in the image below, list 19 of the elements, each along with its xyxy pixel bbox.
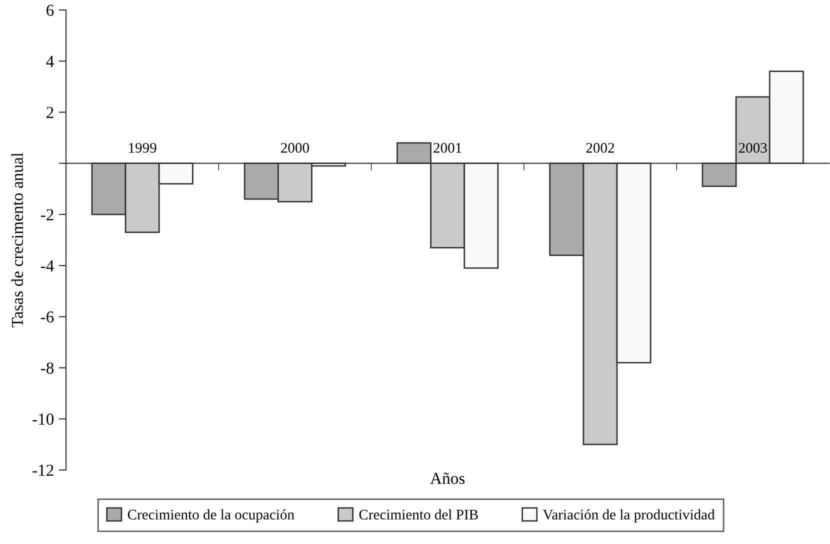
x-tick-label: 2002	[586, 142, 614, 153]
x-tick-label: 1999	[129, 142, 156, 153]
legend-label: Crecimiento de la ocupación	[128, 509, 294, 523]
y-tick-label: -4	[40, 260, 54, 272]
x-tick-label: 2000	[281, 142, 309, 153]
y-tick-label: -10	[32, 414, 54, 425]
y-axis-title: Tasas de crecimento anual	[11, 152, 24, 328]
x-axis-title: Años	[430, 472, 465, 484]
x-tick-label: 2001	[434, 142, 462, 153]
legend-label: Variación de la productividad	[542, 509, 715, 523]
y-tick-label: 2	[46, 106, 54, 118]
y-tick-label: 4	[46, 56, 54, 67]
y-tick-label: 6	[46, 4, 54, 16]
legend-label: Crecimiento del PIB	[359, 509, 478, 520]
y-tick-label: -6	[40, 311, 54, 323]
y-tick-label: -2	[40, 209, 54, 220]
x-tick-label: 2003	[738, 142, 767, 153]
y-tick-label: -12	[32, 464, 54, 476]
y-tick-label: -8	[40, 362, 54, 374]
